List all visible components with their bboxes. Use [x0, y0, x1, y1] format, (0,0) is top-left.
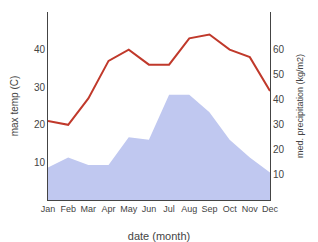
svg-text:May: May — [120, 204, 138, 214]
svg-text:Sep: Sep — [201, 204, 217, 214]
svg-text:Oct: Oct — [223, 204, 238, 214]
svg-text:30: 30 — [273, 119, 285, 130]
svg-text:max temp (C): max temp (C) — [9, 76, 20, 137]
svg-text:med. precipitation (kg/m2): med. precipitation (kg/m2) — [295, 54, 305, 158]
svg-text:30: 30 — [34, 82, 46, 93]
svg-text:date (month): date (month) — [128, 230, 190, 242]
svg-text:20: 20 — [34, 119, 46, 130]
svg-text:10: 10 — [34, 157, 46, 168]
svg-text:40: 40 — [34, 44, 46, 55]
svg-text:50: 50 — [273, 69, 285, 80]
svg-text:Feb: Feb — [60, 204, 76, 214]
svg-text:Apr: Apr — [102, 204, 116, 214]
svg-text:10: 10 — [273, 169, 285, 180]
svg-text:Nov: Nov — [242, 204, 259, 214]
svg-text:Jun: Jun — [142, 204, 157, 214]
svg-text:Aug: Aug — [181, 204, 197, 214]
svg-text:20: 20 — [273, 144, 285, 155]
svg-text:Jan: Jan — [41, 204, 56, 214]
svg-text:Dec: Dec — [262, 204, 279, 214]
svg-text:Mar: Mar — [81, 204, 97, 214]
svg-text:40: 40 — [273, 94, 285, 105]
svg-text:60: 60 — [273, 44, 285, 55]
svg-text:Jul: Jul — [163, 204, 175, 214]
